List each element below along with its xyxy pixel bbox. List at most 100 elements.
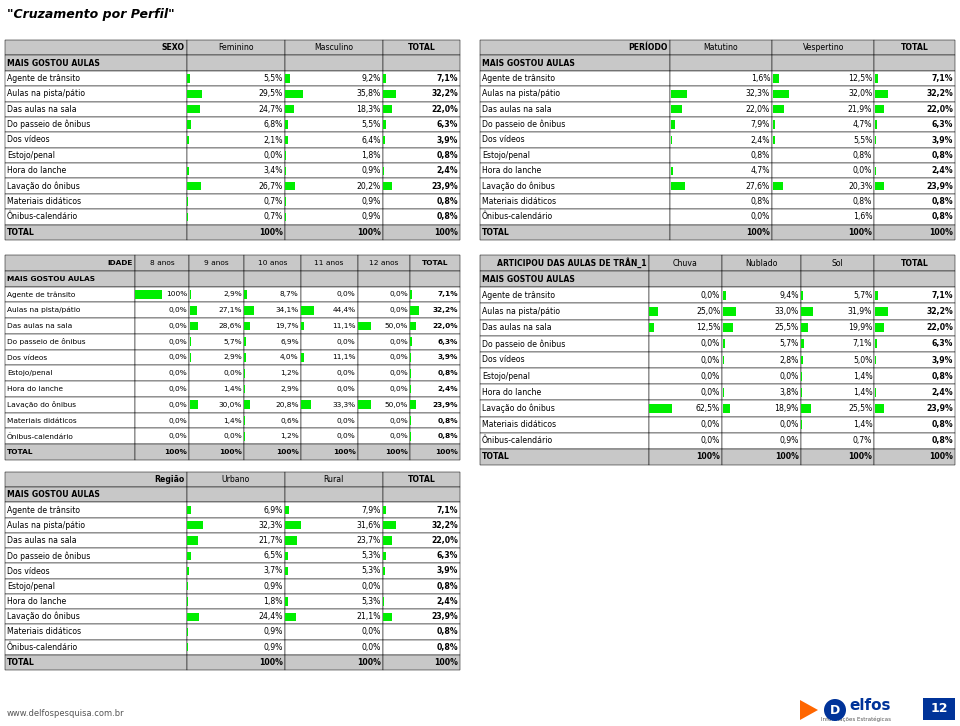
Bar (802, 323, 808, 332)
Bar (285, 502, 383, 518)
Bar (5, 412, 134, 428)
Bar (383, 89, 396, 98)
Bar (875, 163, 955, 179)
Text: 20,8%: 20,8% (276, 401, 299, 408)
Bar (383, 655, 460, 670)
Bar (722, 449, 801, 465)
Text: 7,1%: 7,1% (931, 74, 953, 83)
Text: Dos vídeos: Dos vídeos (7, 354, 47, 361)
Text: 3,9%: 3,9% (437, 566, 458, 576)
Text: 100%: 100% (696, 452, 720, 462)
Text: 0,0%: 0,0% (223, 433, 242, 439)
Text: 1,8%: 1,8% (263, 597, 283, 606)
Bar (134, 255, 189, 271)
Bar (190, 401, 198, 409)
Bar (5, 548, 187, 563)
Bar (189, 302, 244, 318)
Bar (5, 334, 134, 350)
Text: Lavação do ônibus: Lavação do ônibus (7, 612, 80, 621)
Text: 12,5%: 12,5% (848, 74, 873, 83)
Text: 0,0%: 0,0% (337, 386, 355, 392)
Bar (875, 449, 955, 465)
Bar (801, 303, 875, 319)
Bar (301, 306, 314, 314)
Text: Aulas na pista/pátio: Aulas na pista/pátio (482, 307, 560, 316)
Text: 100%: 100% (849, 228, 873, 237)
Bar (410, 428, 460, 444)
Text: Hora do lanche: Hora do lanche (7, 597, 66, 606)
Text: Materiais didáticos: Materiais didáticos (7, 627, 82, 637)
Text: Urbano: Urbano (222, 475, 250, 484)
Text: Estojo/penal: Estojo/penal (7, 582, 55, 591)
Bar (134, 365, 189, 381)
Bar (480, 117, 670, 132)
Bar (649, 287, 722, 303)
Bar (187, 121, 191, 129)
Bar (875, 182, 884, 190)
Text: 9 anos: 9 anos (204, 260, 228, 266)
Text: 32,2%: 32,2% (433, 307, 458, 313)
Text: 0,8%: 0,8% (438, 433, 458, 439)
Bar (875, 86, 955, 102)
Bar (300, 428, 358, 444)
Text: 2,4%: 2,4% (437, 597, 458, 606)
Bar (189, 428, 244, 444)
Bar (875, 105, 883, 113)
Text: 25,5%: 25,5% (775, 323, 799, 333)
Text: 2,4%: 2,4% (437, 166, 458, 175)
Bar (480, 335, 649, 352)
Text: 8,7%: 8,7% (280, 291, 299, 298)
Bar (875, 303, 955, 319)
Bar (801, 449, 875, 465)
Text: 24,4%: 24,4% (258, 612, 283, 621)
Bar (772, 86, 875, 102)
Bar (358, 334, 410, 350)
Bar (285, 194, 383, 209)
Text: 5,3%: 5,3% (361, 566, 381, 576)
Text: 21,9%: 21,9% (848, 105, 873, 114)
Bar (772, 194, 875, 209)
Text: 0,8%: 0,8% (437, 627, 458, 637)
Bar (649, 307, 659, 316)
Text: 0,7%: 0,7% (263, 197, 283, 206)
Bar (801, 287, 875, 303)
Bar (411, 401, 417, 409)
Text: 0,8%: 0,8% (751, 197, 770, 206)
Bar (773, 105, 783, 113)
Bar (649, 323, 654, 332)
Bar (923, 698, 955, 720)
Bar (358, 302, 410, 318)
Text: 0,8%: 0,8% (931, 213, 953, 221)
Text: 0,9%: 0,9% (361, 213, 381, 221)
Bar (189, 444, 244, 460)
Bar (670, 102, 772, 117)
Bar (5, 194, 187, 209)
Bar (875, 417, 955, 433)
Text: 0,8%: 0,8% (751, 151, 770, 160)
Bar (875, 70, 955, 86)
Text: 0,0%: 0,0% (389, 291, 408, 298)
Text: 100%: 100% (219, 449, 242, 455)
Bar (285, 613, 296, 621)
Text: 33,0%: 33,0% (775, 307, 799, 316)
Bar (5, 444, 134, 460)
Bar (773, 182, 783, 190)
Text: 0,0%: 0,0% (361, 627, 381, 637)
Bar (875, 255, 955, 271)
Bar (875, 356, 876, 364)
Bar (5, 255, 134, 271)
Text: 33,3%: 33,3% (332, 401, 355, 408)
Bar (187, 506, 191, 514)
Bar (670, 70, 772, 86)
Bar (187, 89, 202, 98)
Text: 1,8%: 1,8% (361, 151, 381, 160)
Text: Ônibus-calendário: Ônibus-calendário (7, 213, 78, 221)
Bar (134, 350, 189, 365)
Bar (773, 89, 789, 98)
Bar (772, 224, 875, 240)
Bar (383, 147, 460, 163)
Bar (285, 472, 383, 487)
Bar (187, 548, 285, 563)
Bar (722, 335, 801, 352)
Text: 100%: 100% (164, 449, 187, 455)
